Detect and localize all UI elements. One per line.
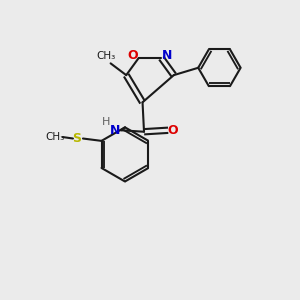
Text: CH₃: CH₃ — [96, 51, 115, 61]
Text: S: S — [72, 132, 81, 145]
Text: O: O — [128, 49, 138, 62]
Text: CH₃: CH₃ — [46, 132, 65, 142]
Text: N: N — [110, 124, 120, 137]
Text: N: N — [162, 49, 172, 62]
Text: H: H — [102, 117, 110, 127]
Text: O: O — [168, 124, 178, 137]
